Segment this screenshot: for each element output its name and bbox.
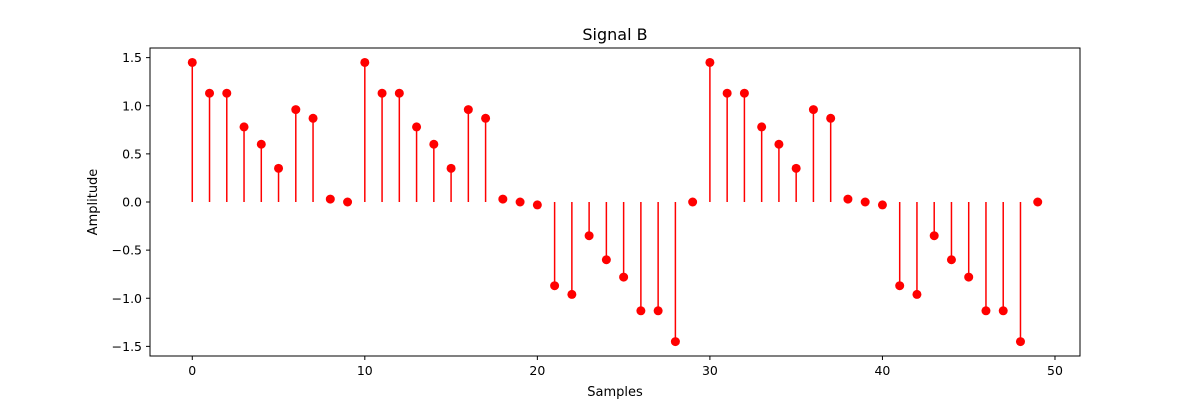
stem-marker [739,88,749,98]
stem-marker [308,113,318,123]
stem-marker [291,105,301,115]
stem-marker [222,88,232,98]
stem-marker [619,272,629,282]
stem-marker [256,139,266,149]
stem-marker [498,194,508,204]
stem-lines [191,62,1022,342]
stem-marker [964,272,974,282]
y-tick-label: −1.0 [112,291,142,306]
stem-marker [377,88,387,98]
stem-marker [912,289,922,299]
stem-marker [515,197,525,207]
stem-marker [774,139,784,149]
y-tick-label: 1.0 [122,98,142,113]
stem-marker [325,194,335,204]
stem-marker [343,197,353,207]
stem-marker [670,337,680,347]
stem-marker [757,122,767,132]
stem-marker [1015,337,1025,347]
stem-marker [567,289,577,299]
plot-frame [149,47,1081,357]
x-axis-ticks: 0 10 20 30 40 50 [188,356,1063,378]
stem-marker [722,88,732,98]
y-tick-label: 0.0 [122,195,142,210]
stem-marker [808,105,818,115]
stem-marker [877,200,887,210]
y-axis-label: Amplitude [86,169,101,236]
stem-marker [463,105,473,115]
stem-marker [860,197,870,207]
stem-marker [412,122,422,132]
stem-marker [688,197,698,207]
x-tick-label: 40 [874,363,890,378]
stem-marker [532,200,542,210]
stem-marker [481,113,491,123]
stem-marker [826,113,836,123]
x-tick-label: 30 [702,363,718,378]
stem-marker [843,194,853,204]
stem-marker [791,163,801,173]
x-tick-label: 10 [357,363,373,378]
stem-marker [705,57,715,67]
x-tick-label: 0 [188,363,196,378]
stem-markers [187,57,1043,347]
stem-marker [394,88,404,98]
x-axis-label: Samples [587,385,643,400]
stem-marker [895,281,905,291]
x-tick-label: 20 [529,363,545,378]
stem-marker [636,306,646,316]
stem-marker [929,231,939,241]
stem-marker [446,163,456,173]
y-tick-label: −0.5 [112,243,142,258]
stem-marker [584,231,594,241]
stem-marker [187,57,197,67]
stem-marker [274,163,284,173]
stem-marker [998,306,1008,316]
y-tick-label: 1.5 [122,50,142,65]
stem-marker [429,139,439,149]
y-tick-label: 0.5 [122,146,142,161]
stem-marker [981,306,991,316]
stem-marker [360,57,370,67]
stem-marker [550,281,560,291]
stem-marker [205,88,215,98]
stem-marker [946,255,956,265]
stem-marker [653,306,663,316]
x-tick-label: 50 [1047,363,1063,378]
stem-marker [239,122,249,132]
y-axis-ticks: −1.5 −1.0 −0.5 0.0 0.5 1.0 1.5 [112,50,150,354]
stem-marker [1033,197,1043,207]
y-tick-label: −1.5 [112,339,142,354]
chart-title: Signal B [582,25,647,44]
stem-marker [601,255,611,265]
